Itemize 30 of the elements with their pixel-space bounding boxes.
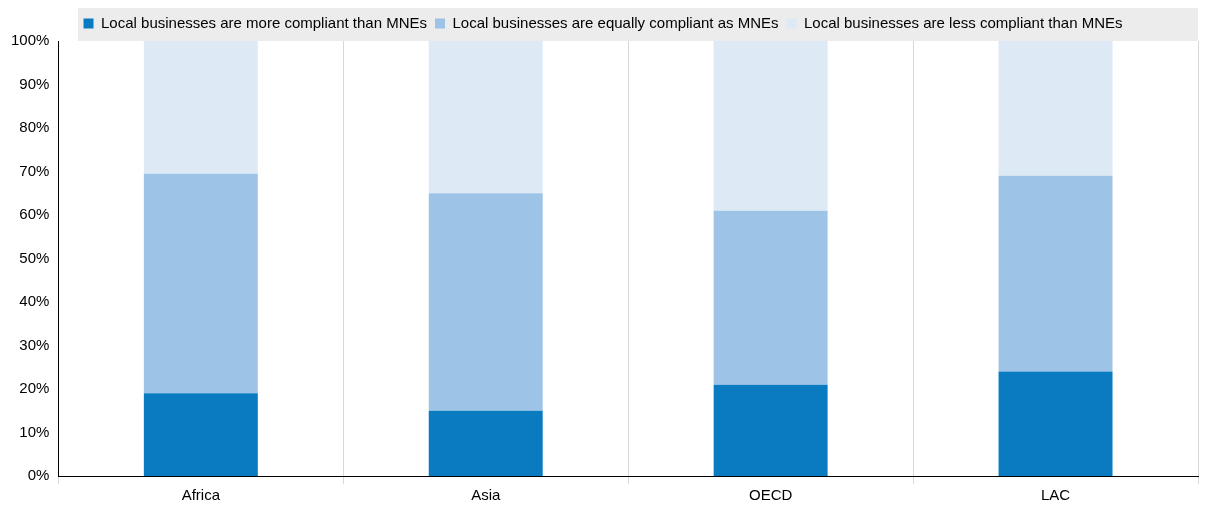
bar — [428, 41, 543, 194]
y-tick-label: 0% — [27, 466, 50, 484]
y-tick-label: 100% — [10, 31, 50, 49]
y-tick-label: 40% — [19, 292, 50, 310]
y-tick-label: 20% — [19, 379, 50, 397]
bar — [713, 384, 828, 476]
legend-label: Local businesses are equally compliant as MNEs — [452, 13, 779, 31]
bar — [998, 41, 1113, 176]
bar — [428, 193, 543, 411]
x-tick-label: Africa — [181, 486, 221, 504]
bar — [143, 173, 258, 394]
x-tick-label: OECD — [748, 486, 793, 504]
bar — [428, 410, 543, 476]
y-tick-label: 50% — [19, 248, 50, 266]
legend-label: Local businesses are less compliant than MNEs — [804, 13, 1123, 31]
bar — [998, 175, 1113, 372]
bar — [998, 371, 1113, 476]
x-tick-label: LAC — [1040, 486, 1071, 504]
y-tick-label: 70% — [19, 161, 50, 179]
y-tick-label: 80% — [19, 118, 50, 136]
y-tick-label: 90% — [19, 74, 50, 92]
bar — [143, 393, 258, 476]
bar — [713, 210, 828, 385]
bar — [143, 41, 258, 174]
y-tick-label: 10% — [19, 422, 50, 440]
y-tick-label: 60% — [19, 205, 50, 223]
x-tick-label: Asia — [471, 486, 501, 504]
legend-label: Local businesses are more compliant than MNEs — [101, 13, 428, 31]
bar — [713, 41, 828, 211]
y-tick-label: 30% — [19, 335, 50, 353]
